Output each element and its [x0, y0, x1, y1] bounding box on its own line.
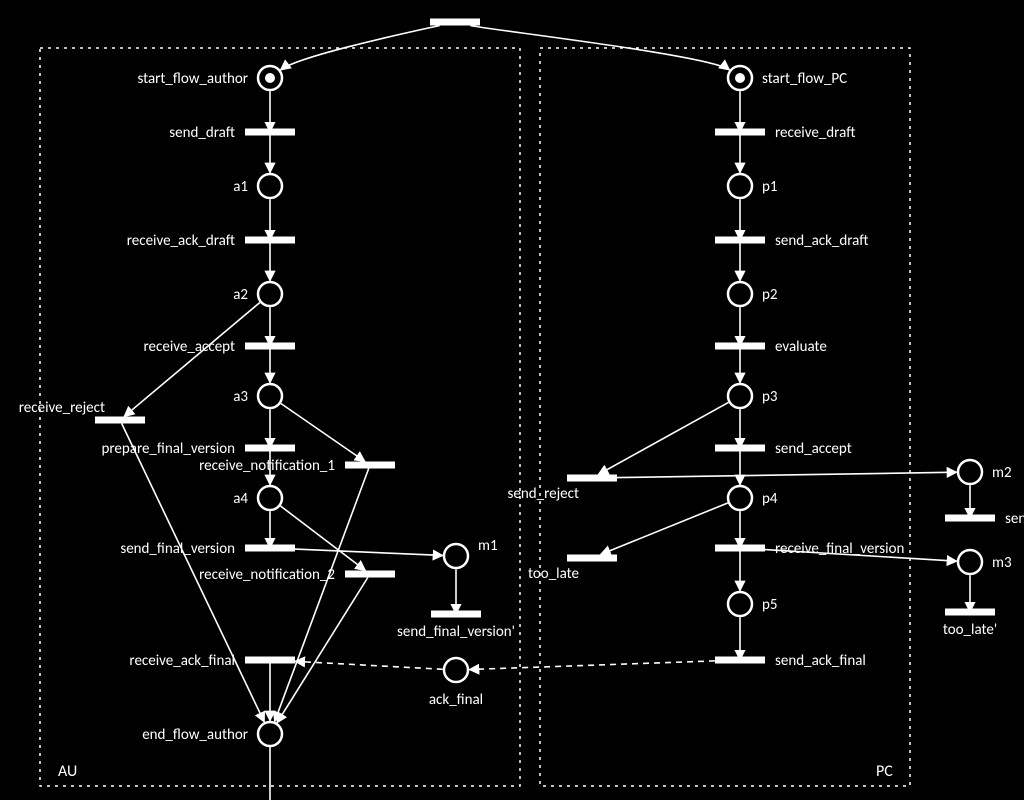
transition-label-evaluate: evaluate	[775, 338, 827, 356]
transition-label-receive_ack_final: receive_ack_final	[129, 652, 235, 670]
transition-label-send_accept: send_accept	[775, 440, 852, 458]
transition-receive_notification_1	[345, 462, 395, 469]
transition-receive_accept	[245, 343, 295, 350]
place-label-p3: p3	[762, 388, 778, 406]
place-m1	[444, 544, 468, 568]
transition-label-receive_reject: receive_reject	[19, 399, 105, 417]
place-p2	[728, 282, 752, 306]
token-start_flow_author	[265, 73, 275, 83]
transition-prepare_final_version	[245, 445, 295, 452]
place-label-start_flow_PC: start_flow_PC	[762, 70, 847, 88]
place-label-p5: p5	[762, 596, 777, 614]
transition-label-send_final_version: send_final_version	[120, 540, 235, 558]
transition-receive_draft	[715, 129, 765, 136]
transition-t_start	[430, 19, 480, 26]
place-p4	[728, 486, 752, 510]
transition-send_accept	[715, 445, 765, 452]
token-start_flow_PC	[735, 73, 745, 83]
place-label-a2: a2	[233, 286, 248, 304]
place-label-m3: m3	[992, 554, 1012, 572]
transition-label-receive_notification_1: receive_notification_1	[199, 457, 335, 475]
transition-send_final_version	[245, 545, 295, 552]
place-label-end_flow_author: end_flow_author	[142, 726, 248, 744]
transition-evaluate	[715, 343, 765, 350]
transition-label-send_ack_draft: send_ack_draft	[775, 232, 869, 250]
transition-receive_ack_final	[245, 657, 295, 664]
transition-receive_reject	[95, 417, 145, 424]
transition-receive_ack_draft	[245, 237, 295, 244]
transition-label-send_ack_final: send_ack_final	[775, 652, 866, 670]
place-label-start_flow_author: start_flow_author	[137, 70, 248, 88]
transition-send_final_version_p	[431, 611, 481, 618]
transition-send_reject	[567, 475, 617, 482]
transition-label-receive_ack_draft: receive_ack_draft	[127, 232, 235, 250]
place-ack_final	[444, 658, 468, 682]
place-a3	[258, 384, 282, 408]
place-a2	[258, 282, 282, 306]
transition-too_late	[567, 555, 617, 562]
place-p5	[728, 592, 752, 616]
transition-label-too_late_p: too_late'	[943, 621, 997, 639]
transition-label-send_draft: send_draft	[169, 124, 235, 142]
place-label-ack_final: ack_final	[429, 691, 483, 709]
transition-receive_final_version	[715, 545, 765, 552]
transition-label-too_late: too_late	[528, 565, 579, 583]
place-m3	[958, 550, 982, 574]
transition-send_reject_p	[945, 515, 995, 522]
transition-send_draft	[245, 129, 295, 136]
place-label-p2: p2	[762, 286, 777, 304]
place-a4	[258, 486, 282, 510]
place-label-m1: m1	[478, 537, 498, 555]
place-label-a1: a1	[233, 178, 248, 196]
place-p1	[728, 174, 752, 198]
place-m2	[958, 460, 982, 484]
transition-label-prepare_final_version: prepare_final_version	[102, 440, 236, 458]
place-p3	[728, 384, 752, 408]
petri-net-diagram: AU PC send_draft receive_ack_draft receive_a…	[0, 0, 1024, 800]
region-label-PC: PC	[876, 762, 893, 781]
transition-label-receive_final_version: receive_final_version	[775, 540, 904, 558]
place-label-a4: a4	[233, 490, 248, 508]
place-label-p4: p4	[762, 490, 778, 508]
transition-send_ack_draft	[715, 237, 765, 244]
transition-too_late_p	[945, 609, 995, 616]
transition-label-receive_accept: receive_accept	[144, 338, 235, 356]
place-end_flow_author	[258, 722, 282, 746]
transition-label-receive_notification_2: receive_notification_2	[199, 566, 335, 584]
place-label-a3: a3	[233, 388, 248, 406]
transition-send_ack_final	[715, 657, 765, 664]
place-a1	[258, 174, 282, 198]
transition-label-send_reject: send_reject	[508, 485, 579, 503]
transition-label-receive_draft: receive_draft	[775, 124, 855, 142]
transition-label-send_reject_p: send_reject'	[1005, 510, 1024, 528]
transition-label-send_final_version_p: send_final_version'	[397, 623, 515, 641]
transition-receive_notification_2	[345, 571, 395, 578]
region-label-AU: AU	[58, 762, 77, 781]
place-label-p1: p1	[762, 178, 777, 196]
place-label-m2: m2	[992, 464, 1012, 482]
